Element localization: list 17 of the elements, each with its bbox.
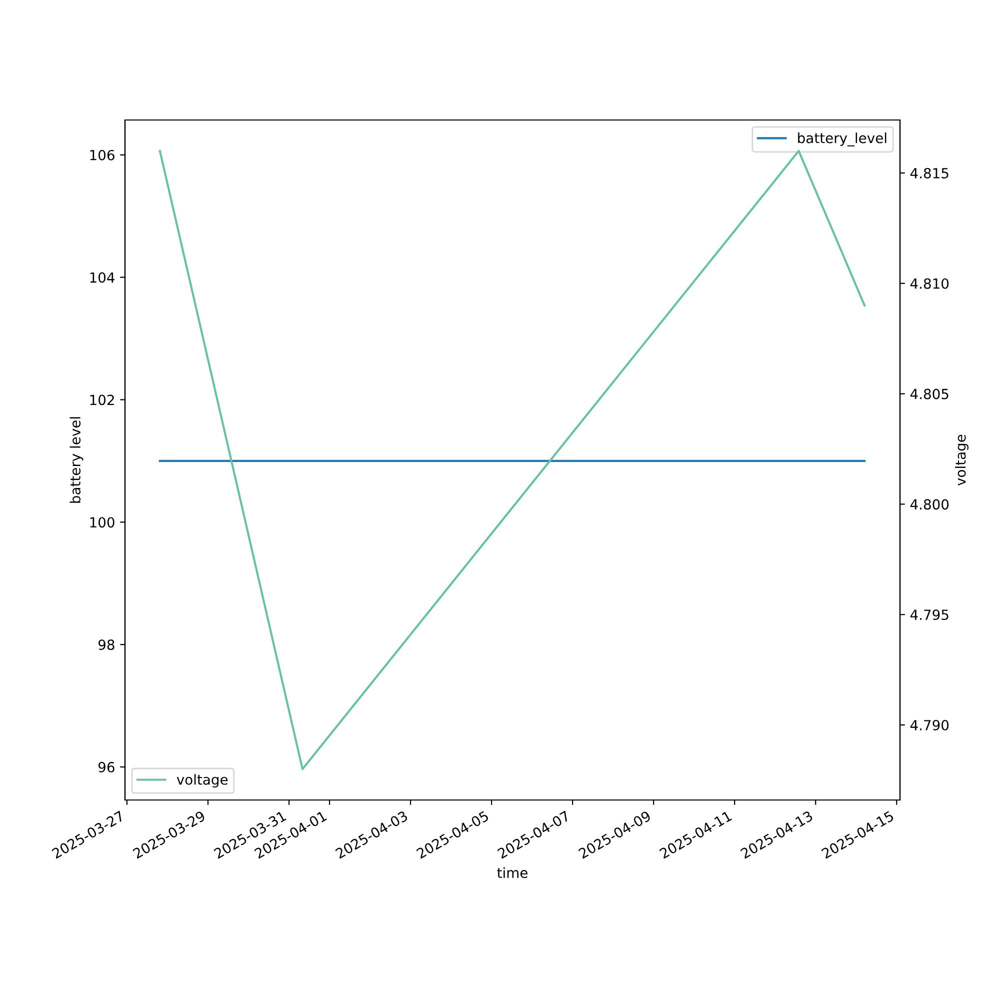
y2-tick-label: 4.800 — [910, 499, 949, 510]
legend-label: voltage — [176, 774, 228, 788]
y2-tick-label: 4.805 — [910, 388, 948, 400]
y2-axis-title: voltage — [955, 434, 968, 486]
legend-label: battery_level — [798, 132, 886, 146]
y-tick-label: 100 — [90, 517, 114, 528]
y2-tick-label: 4.815 — [910, 168, 948, 178]
y-axis-title: battery level — [70, 417, 84, 503]
x-axis-title: time — [497, 867, 528, 878]
y2-tick-label: 4.790 — [910, 720, 949, 730]
y-tick-label: 102 — [90, 394, 114, 406]
y-tick-label: 98 — [98, 640, 114, 650]
y-tick-label: 96 — [98, 762, 114, 772]
y-tick-label: 106 — [90, 150, 114, 160]
y-tick-label: 104 — [90, 272, 114, 283]
y2-tick-label: 4.810 — [910, 278, 949, 289]
y2-tick-label: 4.795 — [910, 610, 948, 620]
